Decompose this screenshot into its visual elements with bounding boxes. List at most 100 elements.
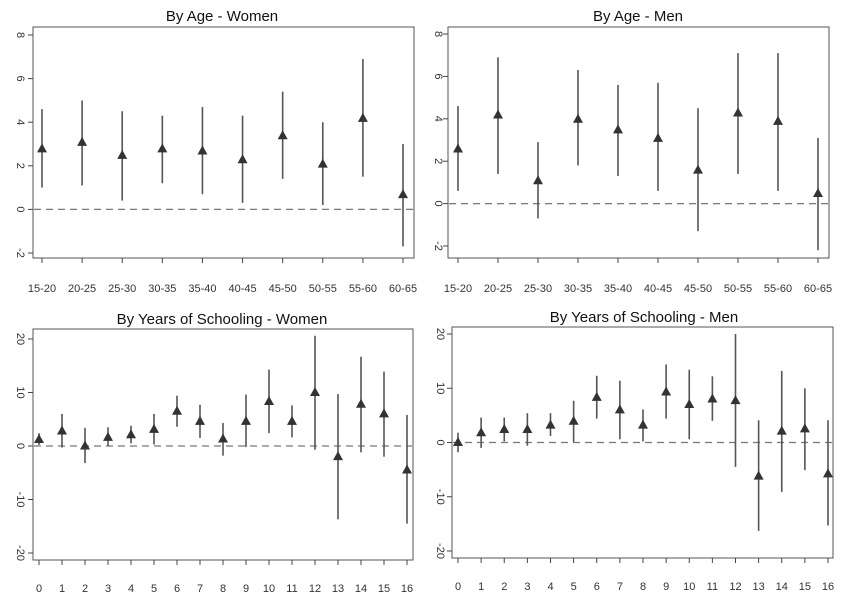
- x-tick-label: 1: [478, 581, 484, 593]
- x-tick-label: 15-20: [28, 283, 56, 295]
- panel-title: By Age - Men: [593, 8, 683, 25]
- point-estimate-marker: [57, 425, 67, 435]
- point-estimate-marker: [34, 434, 44, 444]
- point-estimate-marker: [813, 188, 823, 197]
- x-tick-label: 3: [524, 581, 530, 593]
- panel-title: By Years of Schooling - Men: [550, 309, 738, 326]
- panel-2: By Age - Men -2 0 2 4 6 8 15-20 20-25 25-30 30-35 3…: [432, 8, 832, 295]
- point-estimate-marker: [80, 440, 90, 450]
- x-tick-label: 50-55: [724, 283, 752, 295]
- panel-title: By Age - Women: [166, 8, 278, 25]
- y-tick-label: 0: [14, 443, 26, 449]
- x-tick-label: 30-35: [148, 283, 176, 295]
- point-estimate-marker: [277, 130, 288, 140]
- y-tick-label: 10: [434, 382, 446, 394]
- point-estimate-marker: [693, 164, 703, 174]
- y-tick-label: 20: [14, 333, 26, 345]
- x-tick-label: 15-20: [444, 283, 472, 295]
- point-estimate-marker: [310, 386, 320, 396]
- point-estimate-marker: [103, 431, 113, 441]
- y-tick-label: 6: [14, 76, 26, 82]
- y-tick-label: 10: [14, 386, 26, 398]
- panel-1: By Age - Women -2 0 2 4 6 8 15-20 20-25 25-30 30-3…: [14, 8, 417, 295]
- x-tick-label: 11: [286, 583, 297, 595]
- point-estimate-marker: [37, 143, 47, 153]
- point-estimate-marker: [573, 113, 583, 123]
- x-tick-label: 12: [729, 581, 741, 593]
- x-tick-label: 9: [663, 581, 669, 593]
- point-estimate-marker: [684, 398, 695, 408]
- x-tick-label: 12: [309, 583, 321, 595]
- x-tick-label: 16: [822, 581, 834, 593]
- x-tick-label: 4: [547, 581, 553, 593]
- point-estimate-marker: [799, 423, 810, 433]
- x-tick-label: 45-50: [269, 283, 297, 295]
- point-estimate-marker: [730, 395, 741, 405]
- point-estimate-marker: [172, 405, 182, 415]
- point-estimate-marker: [733, 107, 743, 117]
- y-tick-label: -20: [14, 545, 26, 561]
- y-tick-label: 8: [14, 32, 26, 38]
- point-estimate-marker: [287, 415, 297, 425]
- x-tick-label: 50-55: [309, 283, 337, 295]
- point-estimate-marker: [776, 425, 787, 435]
- point-estimate-marker: [126, 429, 136, 439]
- y-tick-label: -2: [432, 241, 444, 251]
- point-estimate-marker: [356, 398, 366, 408]
- point-estimate-marker: [638, 419, 648, 429]
- point-estimate-marker: [453, 436, 463, 446]
- y-tick-label: 6: [432, 73, 444, 79]
- x-tick-label: 10: [683, 581, 695, 593]
- point-estimate-marker: [357, 112, 368, 122]
- point-estimate-marker: [218, 433, 228, 443]
- x-tick-label: 10: [263, 583, 275, 595]
- point-estimate-marker: [402, 464, 412, 474]
- x-tick-label: 8: [220, 583, 226, 595]
- y-tick-label: 4: [432, 116, 444, 122]
- x-tick-label: 60-65: [389, 283, 417, 295]
- y-tick-label: -20: [434, 543, 446, 559]
- y-tick-label: 0: [432, 201, 444, 207]
- x-tick-label: 60-65: [804, 283, 832, 295]
- x-tick-label: 5: [151, 583, 157, 595]
- x-tick-label: 15: [799, 581, 811, 593]
- point-estimate-marker: [653, 132, 663, 142]
- point-estimate-marker: [157, 143, 168, 153]
- x-tick-label: 2: [501, 581, 507, 593]
- x-tick-label: 2: [82, 583, 88, 595]
- x-tick-label: 13: [332, 583, 344, 595]
- x-tick-label: 9: [243, 583, 249, 595]
- x-tick-label: 55-60: [349, 283, 377, 295]
- panel-3: By Years of Schooling - Women-20-1001020…: [14, 311, 414, 595]
- point-estimate-marker: [493, 109, 503, 119]
- plot-frame: [447, 26, 830, 259]
- y-tick-label: -10: [434, 489, 446, 505]
- plot-frame: [451, 326, 834, 559]
- x-tick-label: 8: [640, 581, 646, 593]
- x-tick-label: 20-25: [484, 283, 512, 295]
- y-tick-label: 0: [434, 439, 446, 445]
- x-tick-label: 6: [594, 581, 600, 593]
- x-tick-label: 15: [378, 583, 390, 595]
- point-estimate-marker: [823, 468, 833, 478]
- point-estimate-marker: [533, 175, 543, 185]
- x-tick-label: 25-30: [108, 283, 136, 295]
- point-estimate-marker: [237, 154, 248, 164]
- x-tick-label: 0: [455, 581, 461, 593]
- point-estimate-marker: [707, 393, 718, 403]
- x-tick-label: 4: [128, 583, 134, 595]
- point-estimate-marker: [499, 423, 510, 433]
- y-tick-label: 20: [434, 328, 446, 340]
- x-tick-label: 30-35: [564, 283, 592, 295]
- panel-4: By Years of Schooling - Men -20 -10 0 10 20 0 1…: [434, 309, 834, 593]
- panel-title: By Years of Schooling - Women: [117, 311, 328, 328]
- x-tick-label: 20-25: [68, 283, 96, 295]
- point-estimate-marker: [77, 136, 88, 146]
- x-tick-label: 6: [174, 583, 180, 595]
- point-estimate-marker: [197, 145, 208, 155]
- x-tick-label: 55-60: [764, 283, 792, 295]
- x-tick-label: 16: [401, 583, 413, 595]
- x-tick-label: 14: [355, 583, 367, 595]
- x-tick-label: 5: [571, 581, 577, 593]
